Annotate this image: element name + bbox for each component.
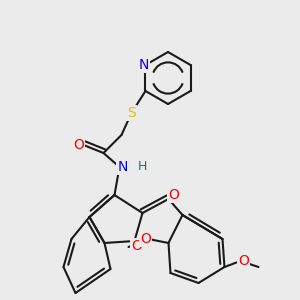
Text: H: H	[137, 160, 147, 173]
Text: N: N	[138, 58, 149, 72]
Text: O: O	[131, 239, 142, 253]
Text: O: O	[238, 254, 249, 268]
Text: O: O	[140, 232, 151, 246]
Text: S: S	[127, 106, 136, 120]
Text: O: O	[168, 188, 179, 202]
Text: N: N	[117, 160, 128, 174]
Text: O: O	[73, 138, 84, 152]
